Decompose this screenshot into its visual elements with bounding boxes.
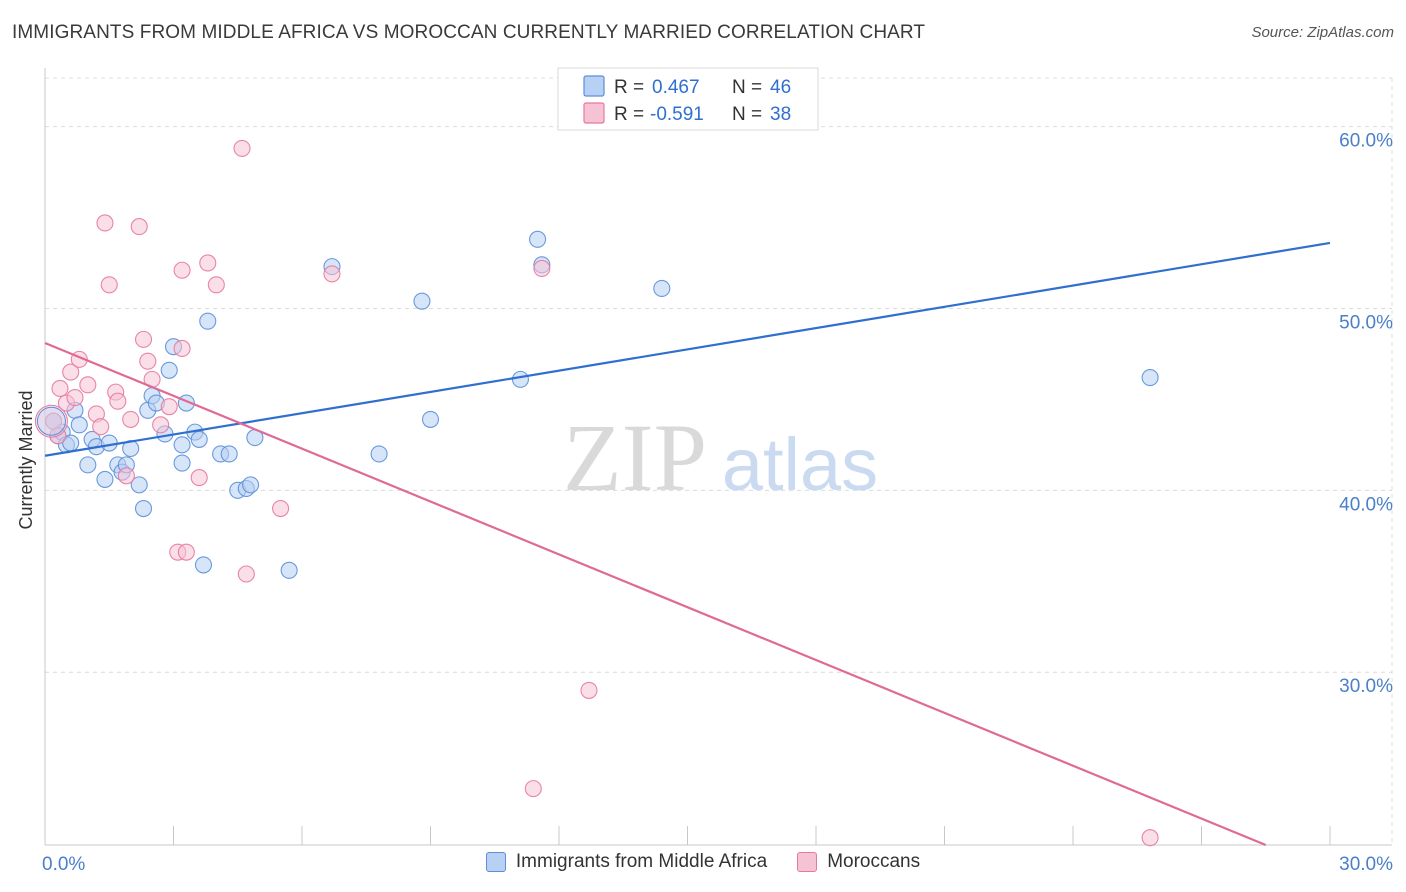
point-middle-africa	[194, 556, 213, 574]
point-middle-africa	[242, 476, 260, 494]
stats-swatch-blue	[583, 75, 605, 97]
point-middle-africa	[130, 476, 148, 494]
point-middle-africa	[173, 436, 191, 454]
legend-label-middle-africa: Immigrants from Middle Africa	[515, 851, 768, 872]
stats-n-label-pink: N =	[732, 104, 762, 125]
point-middle-africa	[280, 561, 298, 579]
y-tick-label: 50.0%	[1339, 312, 1393, 333]
point-moroccan	[173, 339, 191, 358]
stats-r-label-blue: R =	[614, 77, 644, 98]
source-credit: Source: ZipAtlas.com	[1251, 24, 1394, 41]
point-middle-africa	[370, 445, 388, 463]
point-moroccan	[207, 276, 225, 294]
grid-lines	[45, 77, 1393, 845]
legend-swatch-pink	[797, 852, 818, 872]
point-middle-africa	[220, 445, 238, 463]
legend-item-middle-africa: Immigrants from Middle Africa	[485, 851, 768, 873]
trendline-middle-africa	[44, 241, 1331, 457]
point-middle-africa	[160, 361, 178, 379]
point-moroccan	[62, 363, 80, 381]
point-middle-africa	[173, 454, 191, 472]
y-tick-label: 40.0%	[1339, 494, 1393, 515]
stats-n-value-pink: 38	[770, 104, 791, 125]
point-middle-africa	[511, 370, 530, 388]
legend-item-moroccans: Moroccans	[797, 851, 920, 873]
point-middle-africa-large	[36, 406, 66, 436]
stats-r-value-blue: 0.467	[652, 77, 700, 98]
trend-lines	[44, 241, 1331, 847]
data-points	[34, 139, 1159, 847]
point-middle-africa	[70, 416, 88, 434]
point-moroccan	[1141, 829, 1159, 847]
point-middle-africa	[134, 499, 153, 518]
point-moroccan	[79, 376, 97, 394]
point-moroccan	[130, 218, 148, 236]
stats-r-label-pink: R =	[614, 104, 644, 125]
point-moroccan	[533, 259, 551, 277]
axes	[44, 68, 1392, 846]
legend-label-moroccans: Moroccans	[827, 851, 921, 872]
point-middle-africa	[190, 430, 208, 448]
point-moroccan	[96, 214, 114, 232]
point-moroccan	[524, 780, 542, 798]
point-moroccan	[177, 543, 195, 561]
series-legend: Immigrants from Middle Africa Moroccans	[0, 851, 1406, 873]
point-moroccan	[51, 379, 69, 398]
point-middle-africa	[79, 456, 97, 474]
point-moroccan	[190, 469, 208, 487]
y-tick-label: 30.0%	[1339, 676, 1393, 697]
point-middle-africa	[96, 470, 114, 488]
point-middle-africa	[1141, 369, 1159, 387]
point-moroccan	[109, 392, 127, 410]
stats-legend: R = 0.467 N = 46 R = -0.591 N = 38	[557, 67, 819, 131]
point-middle-africa	[413, 292, 431, 310]
point-middle-africa	[653, 279, 671, 297]
legend-swatch-blue	[485, 852, 506, 872]
stats-r-value-pink: -0.591	[650, 104, 704, 125]
point-moroccan	[66, 389, 84, 407]
stats-n-value-blue: 46	[770, 77, 791, 98]
point-moroccan	[233, 139, 251, 157]
stats-n-label-blue: N =	[732, 77, 762, 98]
point-middle-africa	[199, 312, 217, 330]
y-axis-label: Currently Married	[16, 390, 36, 529]
point-moroccan	[117, 467, 135, 485]
point-moroccan	[173, 261, 191, 279]
point-moroccan	[139, 352, 157, 370]
x-tick-label: 0.0%	[42, 854, 85, 875]
point-moroccan	[323, 265, 341, 283]
point-moroccan	[100, 276, 118, 294]
point-middle-africa	[100, 434, 118, 452]
y-tick-labels: 30.0% 40.0% 50.0% 60.0%	[1339, 131, 1393, 698]
chart-title: IMMIGRANTS FROM MIDDLE AFRICA VS MOROCCA…	[12, 22, 926, 43]
point-moroccan	[580, 681, 598, 699]
trendline-moroccans	[44, 341, 1267, 847]
point-moroccan	[199, 254, 217, 272]
point-moroccan	[92, 418, 110, 436]
point-moroccan	[122, 410, 140, 428]
x-tick-labels: 0.0% 30.0%	[42, 854, 1393, 875]
watermark-atlas: atlas	[722, 423, 878, 506]
point-moroccan	[134, 330, 153, 348]
y-tick-label: 60.0%	[1339, 131, 1393, 152]
point-moroccan-large	[34, 404, 68, 438]
point-moroccan	[152, 416, 170, 434]
stats-swatch-pink	[583, 102, 605, 124]
watermark-zip: ZIP	[563, 404, 707, 511]
point-moroccan	[272, 499, 290, 518]
x-tick-label: 30.0%	[1339, 854, 1393, 875]
point-middle-africa	[421, 410, 440, 428]
point-moroccan	[237, 565, 255, 583]
point-moroccan	[160, 398, 178, 416]
point-middle-africa	[529, 230, 547, 248]
